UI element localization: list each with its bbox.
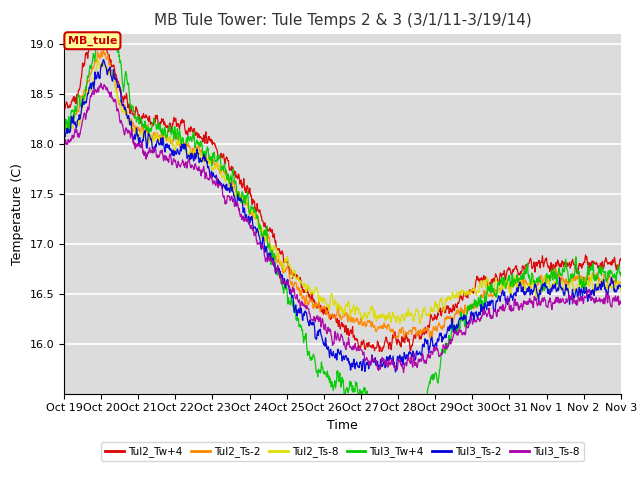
Legend: Tul2_Tw+4, Tul2_Ts-2, Tul2_Ts-8, Tul3_Tw+4, Tul3_Ts-2, Tul3_Ts-8: Tul2_Tw+4, Tul2_Ts-2, Tul2_Ts-8, Tul3_Tw…: [101, 442, 584, 461]
X-axis label: Time: Time: [327, 419, 358, 432]
Text: MB_tule: MB_tule: [68, 36, 117, 46]
Y-axis label: Temperature (C): Temperature (C): [11, 163, 24, 264]
Title: MB Tule Tower: Tule Temps 2 & 3 (3/1/11-3/19/14): MB Tule Tower: Tule Temps 2 & 3 (3/1/11-…: [154, 13, 531, 28]
